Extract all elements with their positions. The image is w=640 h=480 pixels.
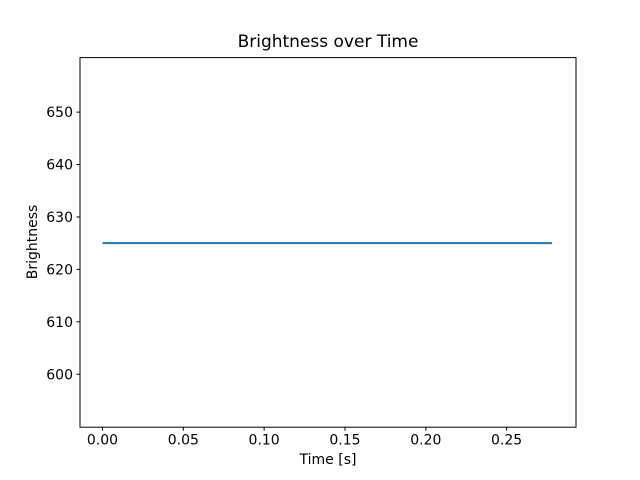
x-axis-label: Time [s] [299,452,357,468]
x-tick-label: 0.15 [329,433,360,449]
x-tick-label: 0.00 [87,433,118,449]
chart-title: Brightness over Time [237,32,419,52]
y-tick-label: 630 [46,210,73,226]
y-tick-label: 610 [46,315,73,331]
y-tick-label: 620 [46,262,73,278]
y-tick-label: 600 [46,367,73,383]
x-tick-label: 0.20 [410,433,441,449]
axes-frame [79,57,577,428]
y-tick-label: 640 [46,158,73,174]
x-tick-label: 0.05 [168,433,199,449]
x-tick-label: 0.10 [249,433,280,449]
y-tick-label: 650 [46,105,73,121]
x-tick-label: 0.25 [491,433,522,449]
